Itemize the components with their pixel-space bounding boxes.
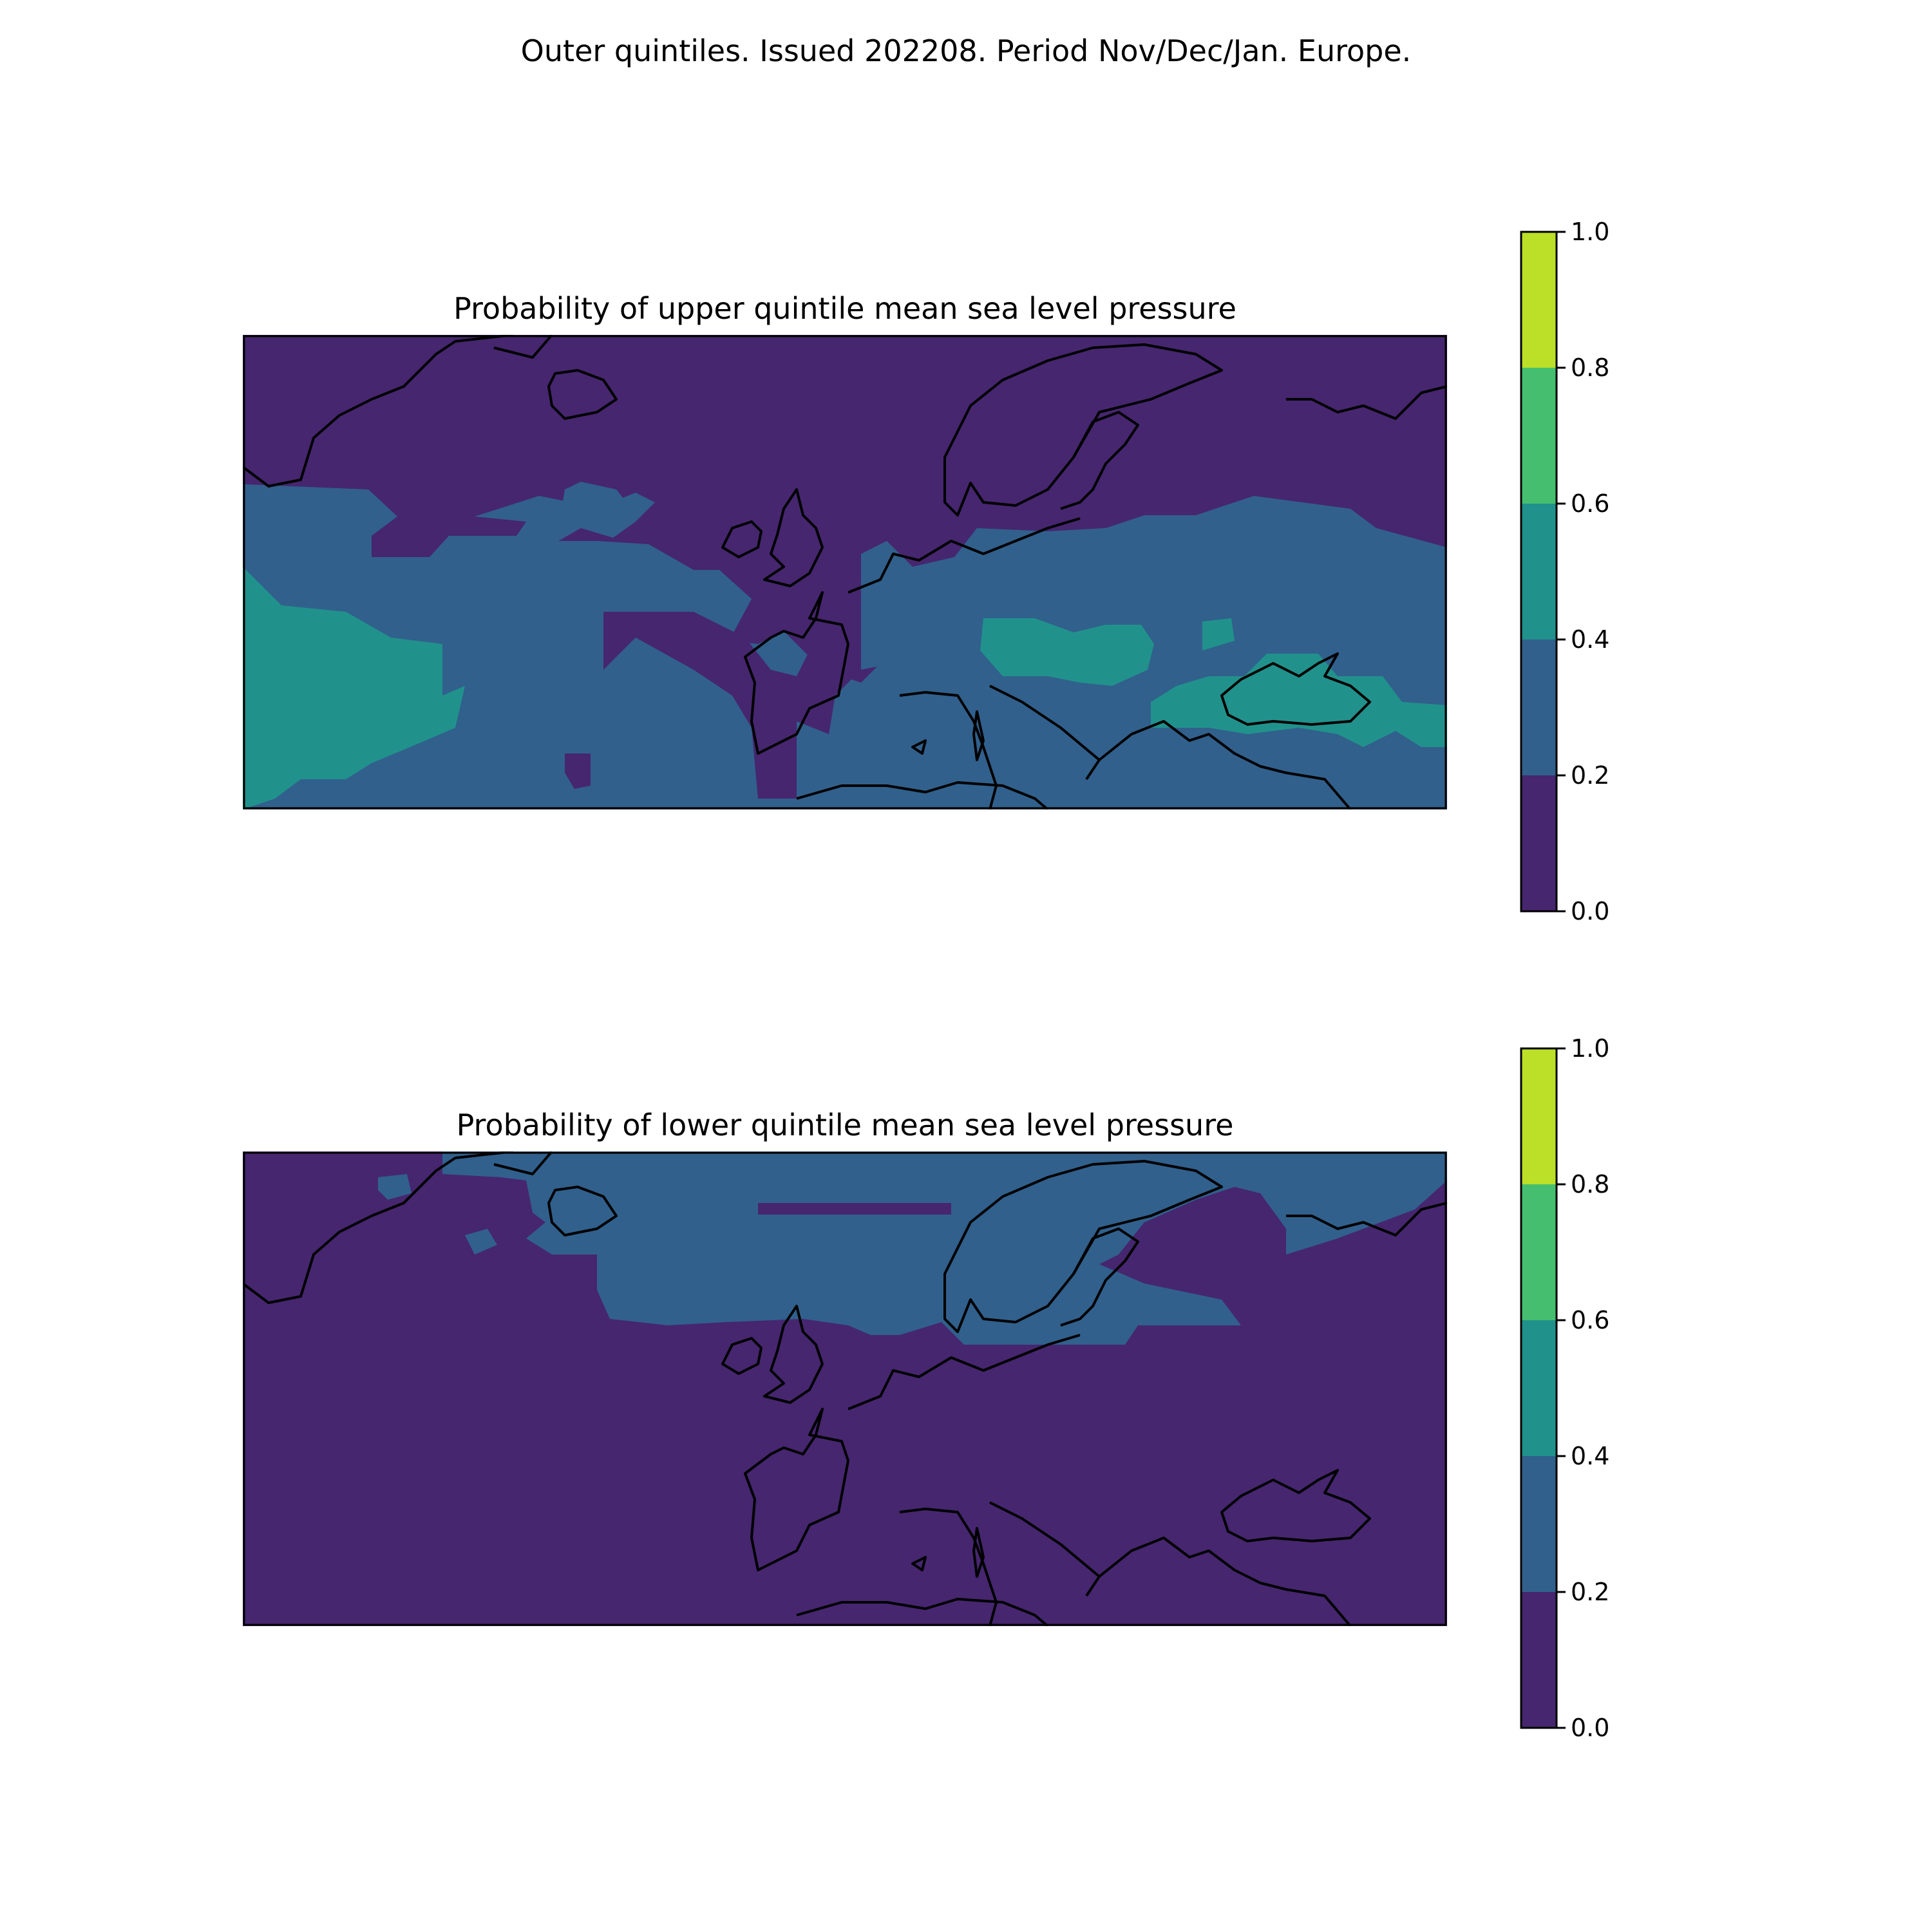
colorbar-band — [1521, 232, 1557, 368]
colorbar-tick-label: 0.2 — [1571, 1578, 1609, 1606]
lower-quintile-colorbar: 0.0 0.2 0.4 0.6 0.8 1.0 — [1520, 1034, 1609, 1742]
colorbar-band — [1521, 775, 1557, 911]
figure-suptitle: Outer quintiles. Issued 202208. Period N… — [520, 33, 1412, 68]
band-0.4-0.6-black-sea — [1151, 654, 1447, 747]
colorbar-tick-label: 0.8 — [1571, 354, 1609, 382]
colorbar-band — [1521, 1456, 1557, 1592]
coastlines — [243, 335, 1447, 810]
colorbar-ticks: 0.0 0.2 0.4 0.6 0.8 1.0 — [1557, 218, 1609, 925]
colorbar-band — [1521, 1320, 1557, 1456]
band-0.4-0.6-west — [243, 567, 465, 810]
upper-quintile-colorbar: 0.0 0.2 0.4 0.6 0.8 1.0 — [1520, 218, 1609, 925]
colorbar-tick-label: 1.0 — [1571, 1034, 1609, 1063]
band-0.4-0.6-small — [1202, 618, 1235, 650]
band-0.0-0.2-azores — [565, 753, 591, 789]
colorbar-tick-label: 0.6 — [1571, 489, 1609, 518]
band-0.2-0.4-small-patch — [465, 1229, 497, 1255]
colorbar-tick-label: 0.0 — [1571, 1714, 1609, 1742]
colorbar-band — [1521, 1592, 1557, 1728]
colorbar-tick-label: 0.4 — [1571, 625, 1609, 654]
coastlines — [243, 1151, 1447, 1626]
band-0.2-0.4 — [442, 1151, 1447, 1345]
colorbar-band — [1521, 639, 1557, 775]
lower-quintile-map — [243, 1151, 1447, 1626]
colorbar-tick-label: 0.4 — [1571, 1442, 1609, 1470]
colorbar-band — [1521, 368, 1557, 504]
band-0.2-0.4-greenland-patch — [378, 1174, 412, 1200]
colorbar-bands — [1521, 1048, 1557, 1728]
band-0.0-0.2-biscay — [603, 612, 861, 799]
colorbar-band — [1521, 1048, 1557, 1184]
colorbar-tick-label: 0.2 — [1571, 761, 1609, 790]
colorbar-band — [1521, 504, 1557, 639]
upper-quintile-title: Probability of upper quintile mean sea l… — [453, 291, 1236, 326]
band-0.0-0.2-strip — [758, 1203, 951, 1215]
band-0.0-0.2-scandinavia — [1119, 1203, 1267, 1267]
lower-quintile-title: Probability of lower quintile mean sea l… — [456, 1108, 1234, 1142]
colorbar-band — [1521, 1184, 1557, 1320]
band-0.2-0.4-iceland-patch — [562, 482, 629, 528]
upper-quintile-map — [243, 335, 1447, 810]
colorbar-tick-label: 0.6 — [1571, 1306, 1609, 1334]
colorbar-tick-label: 0.0 — [1571, 897, 1609, 925]
colorbar-ticks: 0.0 0.2 0.4 0.6 0.8 1.0 — [1557, 1034, 1609, 1742]
colorbar-tick-label: 0.8 — [1571, 1170, 1609, 1198]
band-0.4-0.6-east-europe — [980, 618, 1154, 686]
colorbar-tick-label: 1.0 — [1571, 218, 1609, 246]
colorbar-bands — [1521, 232, 1557, 911]
